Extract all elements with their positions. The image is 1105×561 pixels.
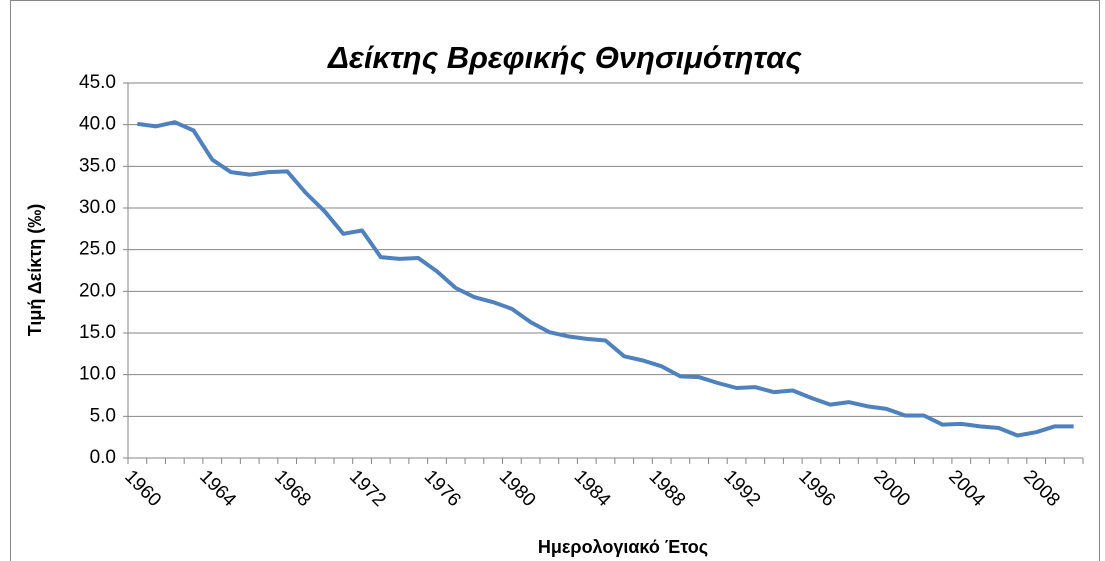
y-axis-label: Τιμή Δείκτη (‰): [25, 204, 45, 337]
y-tick-label: 45.0: [79, 72, 116, 93]
y-tick-label: 40.0: [79, 114, 116, 135]
x-axis-label: Ημερολογιακό Έτος: [538, 537, 708, 557]
data-line: [137, 120, 1074, 438]
y-tick-label: 35.0: [79, 155, 116, 176]
y-tick-label: 25.0: [79, 239, 116, 260]
y-tick-label: 20.0: [79, 280, 116, 301]
y-tick-label: 15.0: [79, 322, 116, 343]
y-tick-label: 10.0: [79, 364, 116, 385]
chart-frame: [10, 0, 1100, 561]
y-tick-label: 0.0: [90, 447, 116, 468]
chart-title: Δείκτης Βρεφικής Θνησιμότητας: [327, 40, 802, 75]
y-tick-label: 5.0: [90, 405, 116, 426]
y-tick-label: 30.0: [79, 197, 116, 218]
